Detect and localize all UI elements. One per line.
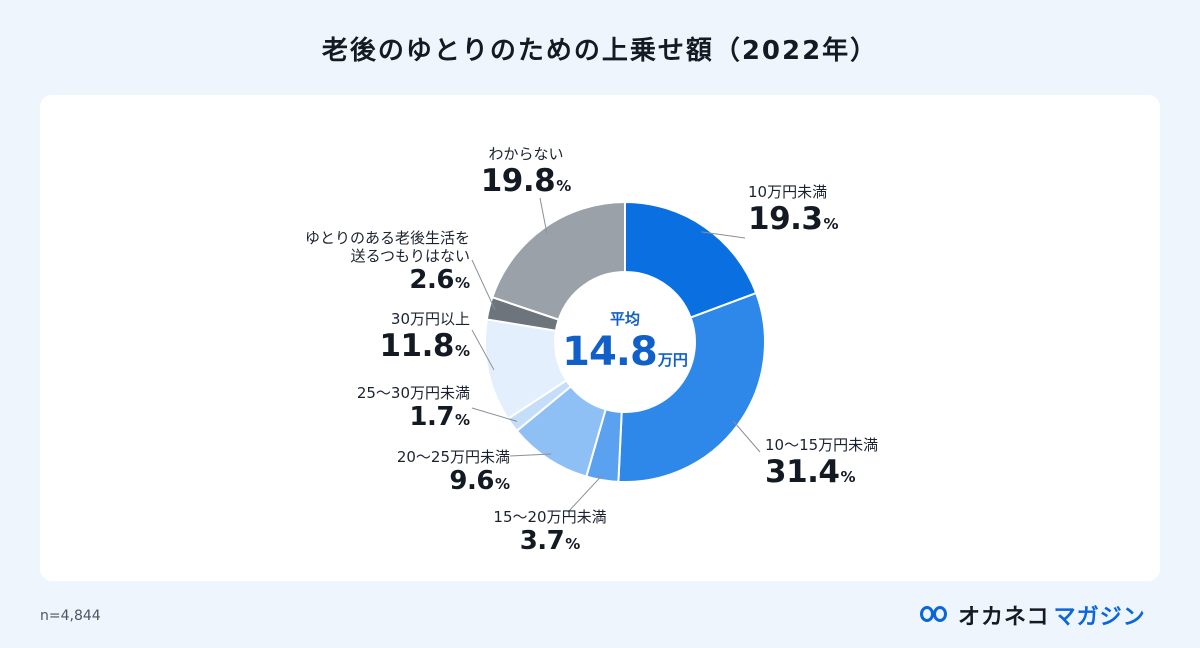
slice-label-value: 31.4 bbox=[765, 454, 840, 490]
slice-2 bbox=[617, 291, 766, 483]
leader-line-1 bbox=[701, 231, 746, 239]
slice-1 bbox=[624, 200, 758, 319]
brand-name-part2: マガジン bbox=[1053, 605, 1146, 630]
slice-label-value: 2.6 bbox=[409, 265, 454, 295]
slice-label-pct: % bbox=[494, 475, 510, 493]
slice-label-pct: % bbox=[840, 468, 856, 486]
brand-name-part1: オカネコ bbox=[958, 605, 1050, 630]
leader-line-4 bbox=[509, 453, 552, 457]
leader-line-6 bbox=[471, 329, 495, 371]
slice-label-unknown: わからない 19.8% bbox=[446, 145, 606, 200]
slice-label-value: 3.7 bbox=[519, 526, 565, 556]
slice-label-pct: % bbox=[454, 342, 470, 360]
slice-label-no-intention: ゆとりのある老後生活を 送るつもりはない 2.6% bbox=[230, 229, 470, 296]
slice-label-name: わからない bbox=[488, 145, 564, 163]
slice-label-name: 15〜20万円未満 bbox=[493, 508, 607, 526]
slice-label-name: 20〜25万円未満 bbox=[396, 448, 510, 466]
leader-line-3 bbox=[567, 473, 604, 513]
slice-label-15-20: 15〜20万円未満 3.7% bbox=[470, 508, 630, 557]
slice-label-name: 10〜15万円未満 bbox=[765, 436, 879, 454]
chart-card bbox=[40, 95, 1160, 581]
leader-line-5 bbox=[471, 407, 518, 422]
owl-eyes-icon bbox=[920, 604, 950, 626]
sample-size-note: n=4,844 bbox=[40, 608, 101, 624]
slice-label-name-line2: 送るつもりはない bbox=[350, 247, 470, 265]
slice-label-value: 9.6 bbox=[449, 466, 494, 496]
chart-title: 老後のゆとりのための上乗せ額（2022年） bbox=[321, 36, 879, 66]
leader-line-7 bbox=[471, 259, 496, 310]
slice-label-value: 19.8 bbox=[480, 163, 556, 199]
average-value: 14.8 bbox=[562, 329, 658, 375]
slice-label-pct: % bbox=[454, 274, 470, 292]
leader-line-8 bbox=[539, 197, 548, 234]
slice-label-value: 1.7 bbox=[409, 402, 454, 432]
slice-label-name: 25〜30万円未満 bbox=[356, 384, 470, 402]
slice-label-value: 19.3 bbox=[748, 201, 823, 237]
leader-line-2 bbox=[732, 420, 761, 453]
slice-label-name: 30万円以上 bbox=[390, 310, 470, 328]
slice-label-pct: % bbox=[454, 411, 470, 429]
slice-8 bbox=[491, 200, 626, 321]
slice-label-pct: % bbox=[565, 535, 581, 553]
average-label: 平均 bbox=[609, 310, 640, 328]
slice-label-10-15: 10〜15万円未満 31.4% bbox=[765, 436, 878, 491]
slice-label-value: 11.8 bbox=[379, 328, 454, 364]
slice-label-pct: % bbox=[556, 177, 572, 195]
slice-label-under-10: 10万円未満 19.3% bbox=[748, 183, 839, 238]
slice-label-30-plus: 30万円以上 11.8% bbox=[290, 310, 470, 365]
brand-logo: オカネコ マガジン bbox=[920, 600, 1146, 630]
slice-label-name: 10万円未満 bbox=[748, 183, 828, 201]
slice-label-25-30: 25〜30万円未満 1.7% bbox=[290, 384, 470, 433]
slice-label-name: ゆとりのある老後生活を bbox=[304, 229, 470, 247]
average-unit: 万円 bbox=[657, 351, 688, 369]
slice-label-20-25: 20〜25万円未満 9.6% bbox=[330, 448, 510, 497]
average-box: 平均 14.8万円 bbox=[545, 308, 705, 375]
slice-label-pct: % bbox=[823, 215, 839, 233]
